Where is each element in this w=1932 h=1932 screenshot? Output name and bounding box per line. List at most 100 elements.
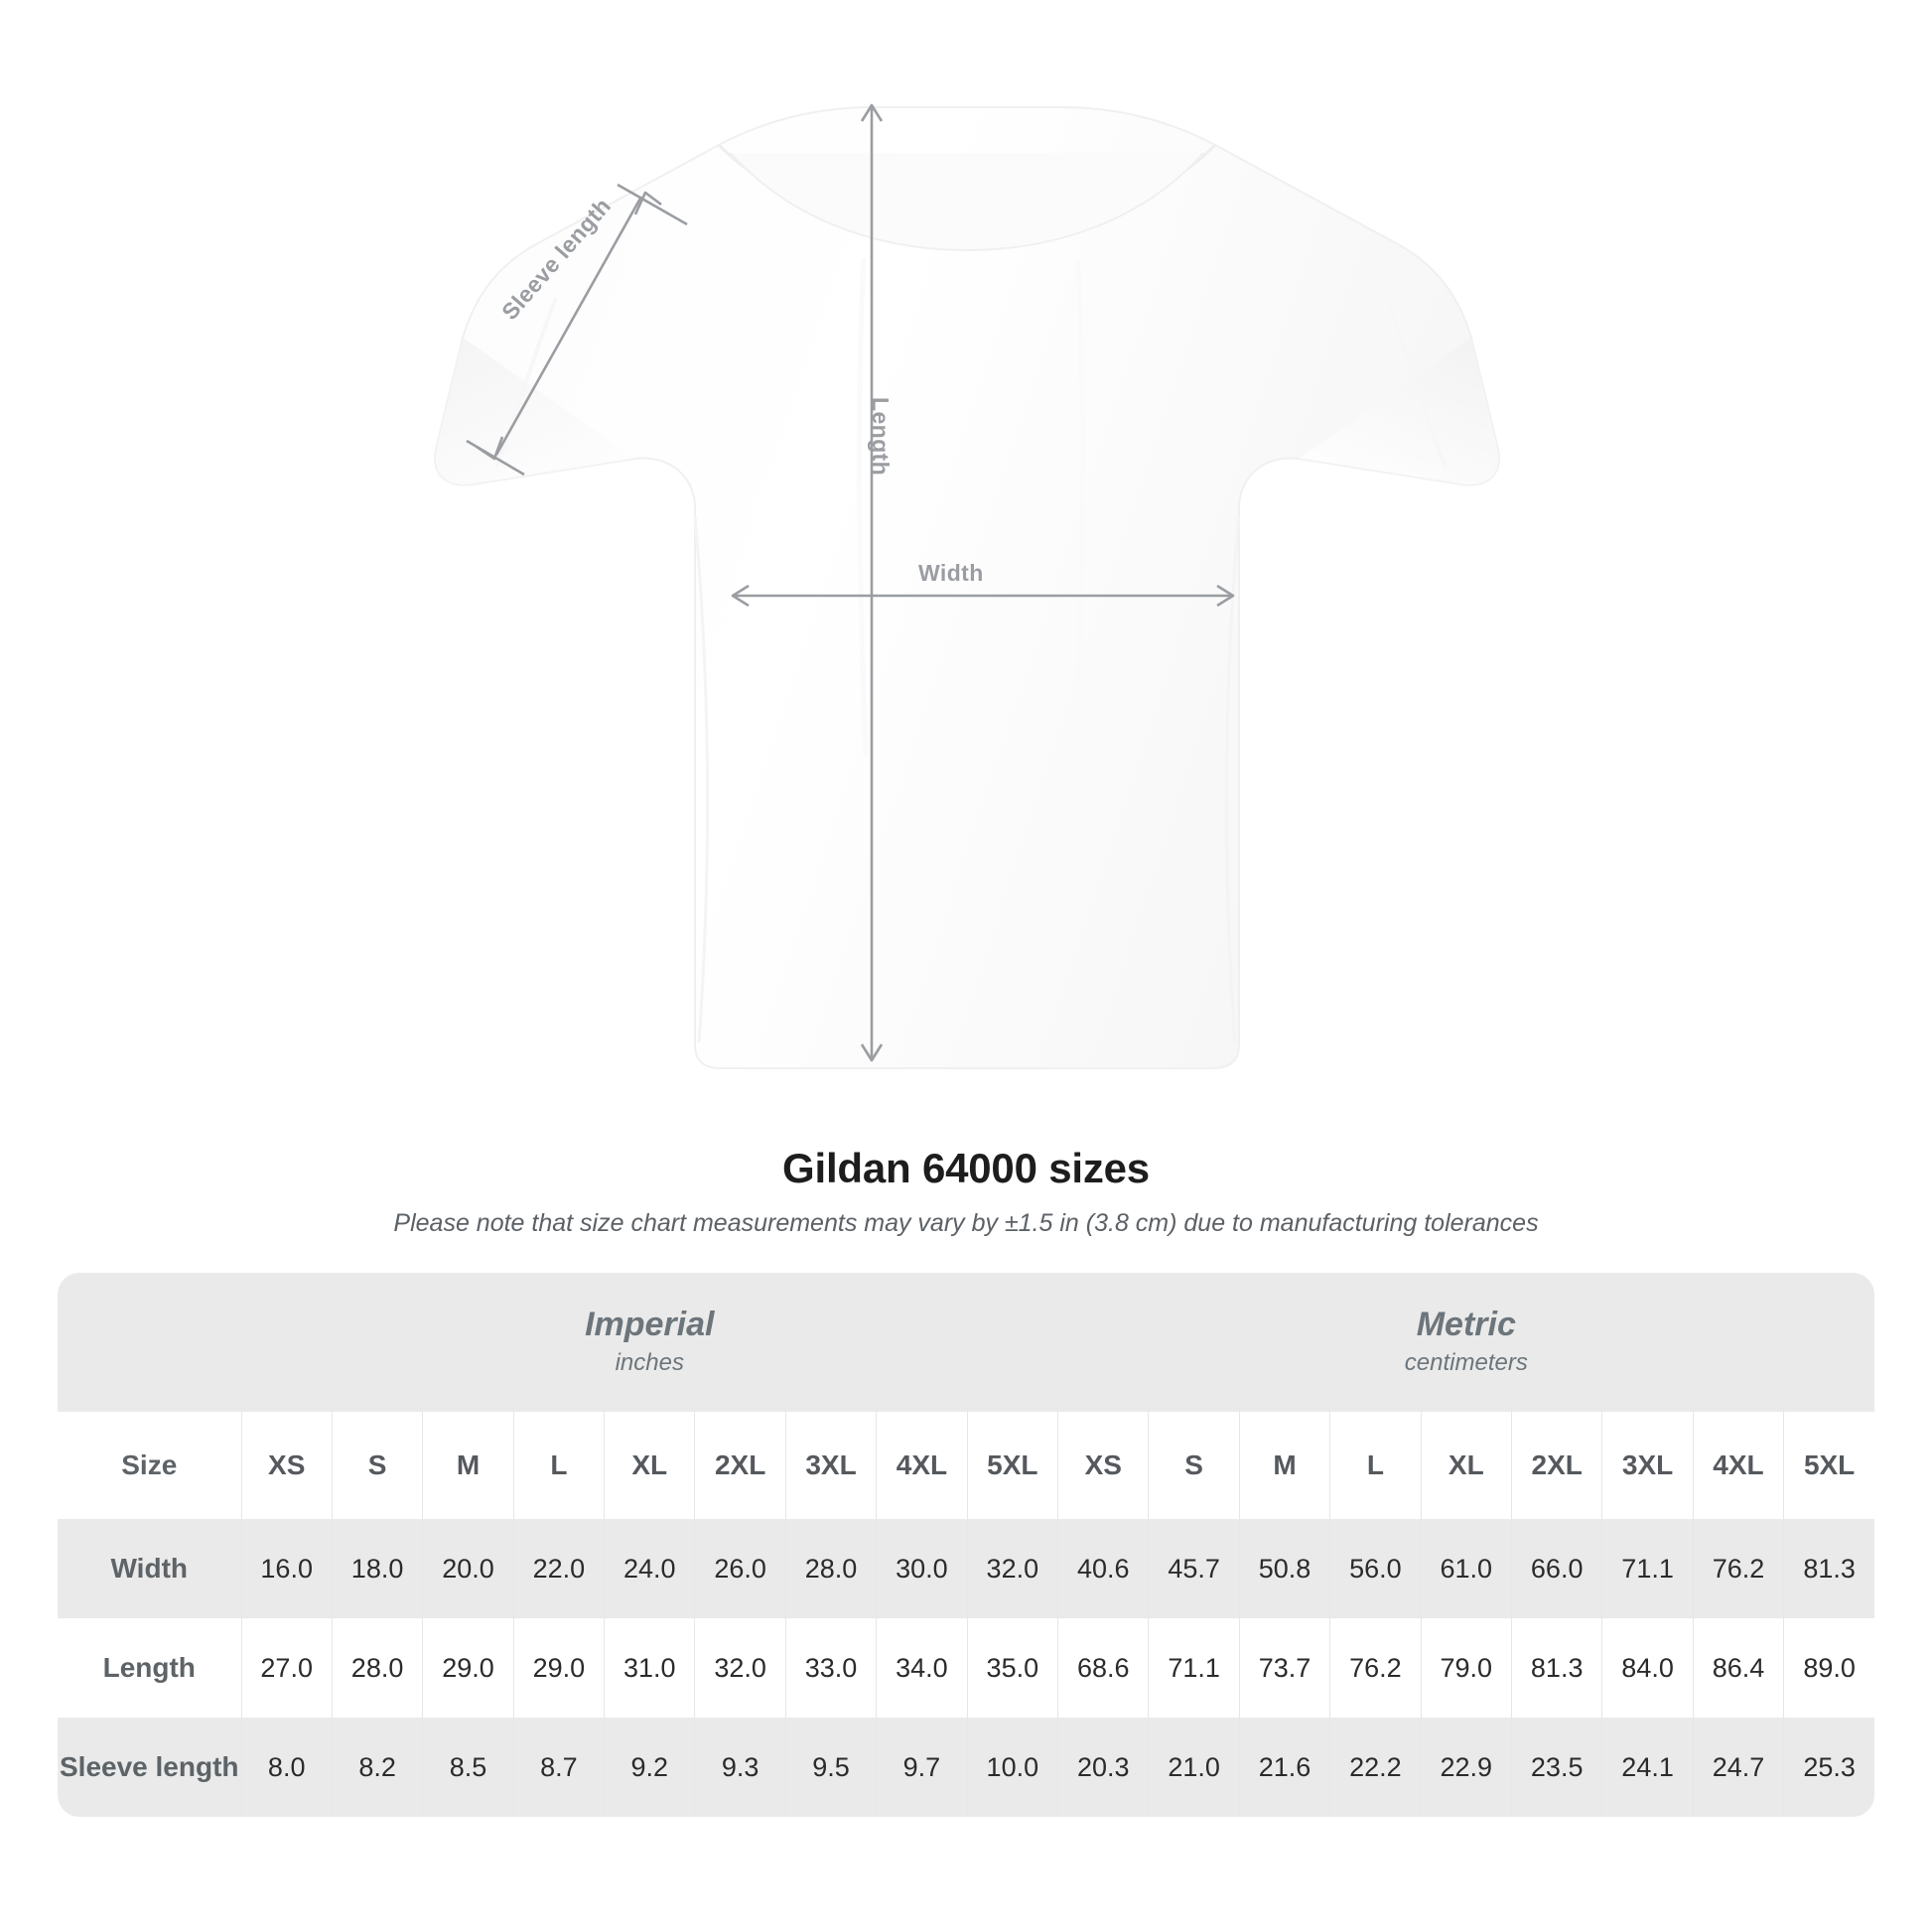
size-header-label: Size [58, 1412, 241, 1519]
cell-width: 56.0 [1329, 1519, 1422, 1618]
cell-sleeve-length: 21.0 [1148, 1718, 1240, 1817]
tolerance-note: Please note that size chart measurements… [393, 1209, 1539, 1237]
cell-sleeve-length: 20.3 [1057, 1718, 1149, 1817]
cell-length: 27.0 [240, 1618, 333, 1718]
length-label: Length [868, 397, 894, 477]
size-header-cell: 3XL [784, 1412, 877, 1519]
cell-sleeve-length: 22.2 [1329, 1718, 1422, 1817]
width-dimension-arrow [731, 584, 1235, 608]
size-header-cell: 3XL [1601, 1412, 1694, 1519]
table-row-length: Length 27.0 28.0 29.0 29.0 31.0 32.0 33.… [58, 1618, 1874, 1718]
cell-sleeve-length: 10.0 [966, 1718, 1058, 1817]
cell-sleeve-length: 25.3 [1783, 1718, 1874, 1817]
unit-group-row: Imperial inches Metric centimeters [58, 1273, 1874, 1412]
cell-width: 45.7 [1148, 1519, 1240, 1618]
size-header-cell: M [422, 1412, 514, 1519]
page-title: Gildan 64000 sizes [782, 1145, 1150, 1191]
table-row-width: Width 16.0 18.0 20.0 22.0 24.0 26.0 28.0… [58, 1519, 1874, 1618]
size-header-cell: M [1238, 1412, 1330, 1519]
row-label-sleeve-length: Sleeve length [58, 1718, 241, 1817]
unit-spacer-cell [58, 1273, 241, 1412]
cell-length: 84.0 [1601, 1618, 1694, 1718]
shirt-body [434, 106, 1500, 1069]
cell-width: 61.0 [1420, 1519, 1512, 1618]
unit-group-imperial-unit: inches [615, 1349, 684, 1377]
cell-width: 40.6 [1057, 1519, 1149, 1618]
cell-width: 50.8 [1238, 1519, 1330, 1618]
row-label-length: Length [58, 1618, 241, 1718]
cell-width: 26.0 [694, 1519, 786, 1618]
cell-length: 29.0 [512, 1618, 605, 1718]
size-header-cell: L [512, 1412, 605, 1519]
unit-group-metric-unit: centimeters [1404, 1349, 1528, 1377]
size-header-cell: 5XL [966, 1412, 1058, 1519]
tshirt-measurement-diagram: Sleeve length Length Width [434, 103, 1500, 1069]
cell-length: 79.0 [1420, 1618, 1512, 1718]
cell-length: 86.4 [1692, 1618, 1784, 1718]
size-header-row: Size XS S M L XL 2XL 3XL 4XL 5XL XS S M … [58, 1412, 1874, 1519]
cell-sleeve-length: 8.0 [240, 1718, 333, 1817]
cell-sleeve-length: 8.2 [331, 1718, 423, 1817]
cell-width: 66.0 [1510, 1519, 1602, 1618]
cell-sleeve-length: 8.7 [512, 1718, 605, 1817]
table-head: Imperial inches Metric centimeters Size … [58, 1273, 1874, 1519]
cell-length: 31.0 [604, 1618, 695, 1718]
cell-sleeve-length: 24.7 [1692, 1718, 1784, 1817]
cell-width: 22.0 [512, 1519, 605, 1618]
cell-length: 35.0 [966, 1618, 1058, 1718]
cell-sleeve-length: 23.5 [1510, 1718, 1602, 1817]
cell-width: 30.0 [876, 1519, 968, 1618]
sleeve-length-dimension-arrow [466, 183, 688, 477]
cell-width: 18.0 [331, 1519, 423, 1618]
cell-width: 71.1 [1601, 1519, 1694, 1618]
cell-sleeve-length: 22.9 [1420, 1718, 1512, 1817]
unit-group-imperial: Imperial inches [241, 1273, 1058, 1412]
size-chart-table-wrapper: Imperial inches Metric centimeters Size … [58, 1273, 1874, 1817]
cell-width: 20.0 [422, 1519, 514, 1618]
cell-length: 81.3 [1510, 1618, 1602, 1718]
length-dimension-arrow [860, 103, 884, 1062]
size-header-cell: S [1148, 1412, 1240, 1519]
cell-length: 68.6 [1057, 1618, 1149, 1718]
cell-sleeve-length: 8.5 [422, 1718, 514, 1817]
cell-length: 29.0 [422, 1618, 514, 1718]
size-header-cell: 2XL [1510, 1412, 1602, 1519]
cell-width: 76.2 [1692, 1519, 1784, 1618]
width-label: Width [918, 560, 984, 586]
cell-sleeve-length: 9.3 [694, 1718, 786, 1817]
size-header-cell: XL [1420, 1412, 1512, 1519]
cell-length: 71.1 [1148, 1618, 1240, 1718]
cell-width: 32.0 [966, 1519, 1058, 1618]
size-header-cell: XS [1057, 1412, 1149, 1519]
cell-length: 89.0 [1783, 1618, 1874, 1718]
size-chart-table: Imperial inches Metric centimeters Size … [58, 1273, 1874, 1817]
unit-group-metric-name: Metric [1416, 1305, 1516, 1343]
row-label-width: Width [58, 1519, 241, 1618]
size-header-cell: 4XL [876, 1412, 968, 1519]
table-body: Width 16.0 18.0 20.0 22.0 24.0 26.0 28.0… [58, 1519, 1874, 1817]
cell-width: 81.3 [1783, 1519, 1874, 1618]
size-header-cell: 2XL [694, 1412, 786, 1519]
unit-group-metric: Metric centimeters [1057, 1273, 1874, 1412]
size-header-cell: 4XL [1692, 1412, 1784, 1519]
size-header-cell: L [1329, 1412, 1422, 1519]
unit-group-imperial-name: Imperial [585, 1305, 715, 1343]
cell-width: 16.0 [240, 1519, 333, 1618]
tshirt-illustration [434, 103, 1500, 1069]
measurement-guides [466, 103, 1235, 1062]
cell-width: 28.0 [784, 1519, 877, 1618]
size-header-cell: XS [240, 1412, 333, 1519]
cell-sleeve-length: 21.6 [1238, 1718, 1330, 1817]
size-header-cell: XL [604, 1412, 695, 1519]
size-header-cell: 5XL [1783, 1412, 1874, 1519]
cell-sleeve-length: 9.2 [604, 1718, 695, 1817]
cell-length: 34.0 [876, 1618, 968, 1718]
cell-sleeve-length: 9.5 [784, 1718, 877, 1817]
cell-sleeve-length: 24.1 [1601, 1718, 1694, 1817]
cell-length: 76.2 [1329, 1618, 1422, 1718]
cell-length: 32.0 [694, 1618, 786, 1718]
cell-length: 33.0 [784, 1618, 877, 1718]
cell-sleeve-length: 9.7 [876, 1718, 968, 1817]
cell-length: 73.7 [1238, 1618, 1330, 1718]
